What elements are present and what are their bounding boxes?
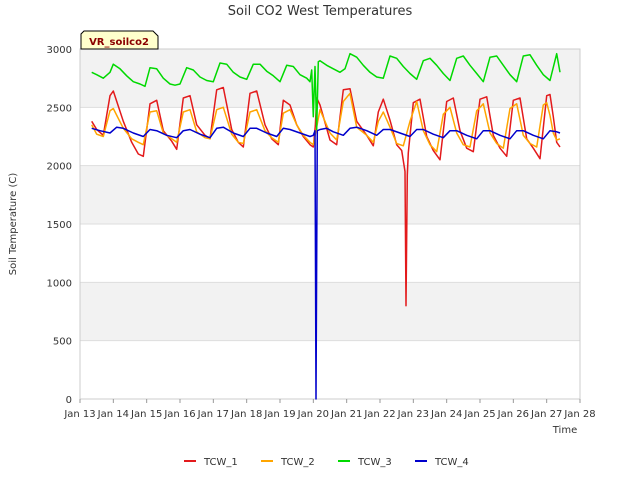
x-tick-label: Jan 19 (263, 409, 295, 420)
x-tick-label: Jan 17 (197, 409, 229, 420)
legend: TCW_1 TCW_2 TCW_3 TCW_4 (184, 457, 469, 468)
series-line-tcw-2 (91, 92, 561, 153)
y-tick-label: 0 (66, 395, 72, 406)
plot-band (80, 49, 580, 108)
legend-label: TCW_3 (357, 457, 392, 468)
series-lines (91, 52, 561, 400)
x-tick-label: Jan 16 (163, 409, 195, 420)
x-tick-label: Jan 24 (430, 409, 462, 420)
x-tick-label: Jan 20 (297, 409, 329, 420)
x-tick-label: Jan 13 (63, 409, 95, 420)
x-tick-label: Jan 15 (130, 409, 162, 420)
site-badge-text: VR_soilco2 (89, 37, 149, 48)
x-tick-label: Jan 28 (563, 409, 595, 420)
x-tick-label: Jan 27 (530, 409, 562, 420)
x-tick-label: Jan 21 (330, 409, 362, 420)
plot-band (80, 340, 580, 399)
site-badge-box (80, 30, 159, 50)
series-line-tcw-3 (91, 52, 561, 131)
plot-frame (79, 48, 581, 400)
site-badge: VR_soilco2 (80, 30, 159, 50)
plot-band (80, 107, 580, 166)
chart-title: Soil CO2 West Temperatures (228, 4, 413, 19)
y-tick-label: 1500 (47, 220, 72, 231)
x-tick-label: Jan 14 (97, 409, 129, 420)
y-tick-label: 1000 (47, 278, 72, 289)
y-tick-label: 2000 (47, 162, 72, 173)
y-axis-ticks: 0 500 1000 1500 2000 2500 3000 (47, 45, 72, 406)
x-tick-label: Jan 18 (230, 409, 262, 420)
y-tick-label: 500 (53, 337, 72, 348)
legend-label: TCW_1 (203, 457, 238, 468)
x-tick-label: Jan 26 (497, 409, 529, 420)
x-tick-label: Jan 22 (363, 409, 395, 420)
y-tick-label: 2500 (47, 103, 72, 114)
plot-bands (80, 49, 580, 399)
x-tick-label: Jan 25 (463, 409, 495, 420)
x-axis-ticks: Jan 13 Jan 14 Jan 15 Jan 16 Jan 17 Jan 18 Jan … (63, 399, 596, 420)
legend-label: TCW_4 (434, 457, 469, 468)
plot-band (80, 165, 580, 224)
y-tick-label: 3000 (47, 45, 72, 56)
legend-label: TCW_2 (280, 457, 315, 468)
series-line-tcw-4 (91, 126, 561, 400)
x-axis-label: Time (552, 425, 577, 436)
y-axis-label: Soil Temperature (C) (8, 173, 19, 276)
plot-band (80, 224, 580, 283)
plot-band (80, 282, 580, 341)
series-line-tcw-1 (91, 86, 561, 307)
x-tick-label: Jan 23 (397, 409, 429, 420)
